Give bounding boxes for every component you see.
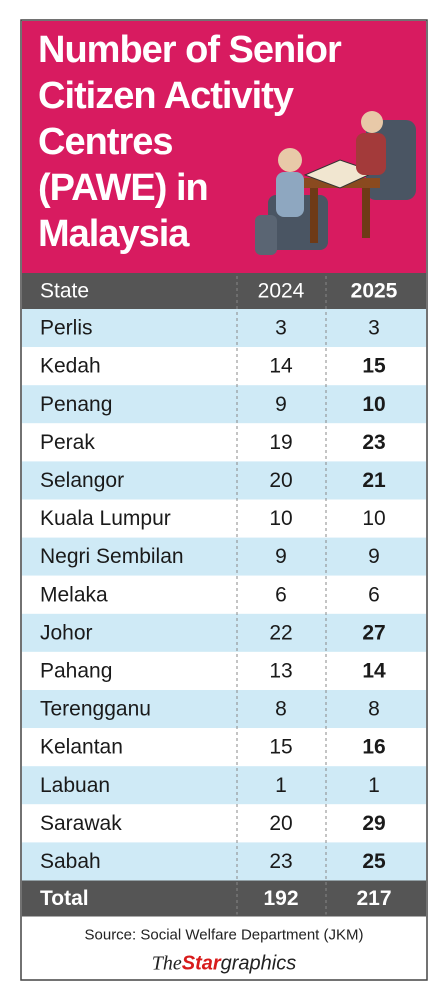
count: 16 [362, 736, 385, 759]
count: 25 [362, 850, 386, 873]
total-cell: Total [40, 887, 89, 910]
count: 15 [269, 736, 292, 759]
count: 6 [368, 583, 380, 606]
count: 21 [362, 469, 386, 492]
state-name: Kelantan [40, 736, 123, 759]
state-name: Perlis [40, 317, 93, 340]
title-line: (PAWE) in [38, 167, 208, 209]
illustration [255, 111, 416, 255]
column-header: 2024 [258, 280, 305, 303]
state-name: Negri Sembilan [40, 545, 184, 568]
table-row [22, 690, 426, 729]
count: 6 [275, 583, 287, 606]
state-name: Kedah [40, 355, 101, 378]
logo-brand: Star [182, 953, 222, 975]
table-row [22, 804, 426, 843]
count: 3 [368, 317, 380, 340]
table-row [22, 613, 426, 652]
count: 20 [269, 812, 292, 835]
count: 3 [275, 317, 287, 340]
table-row [22, 766, 426, 805]
state-name: Melaka [40, 583, 108, 606]
player-body [276, 172, 304, 217]
state-name: Sarawak [40, 812, 122, 835]
state-name: Perak [40, 431, 95, 454]
table-row [22, 842, 426, 881]
count: 10 [269, 507, 292, 530]
count: 8 [275, 698, 287, 721]
count: 10 [362, 393, 385, 416]
logo: TheStargraphics [152, 952, 297, 975]
title-line: Malaysia [38, 213, 190, 255]
source: Source: Social Welfare Department (JKM) [85, 926, 364, 943]
table-row [22, 537, 426, 576]
table-header-row [22, 273, 426, 309]
table-row [22, 309, 426, 348]
chair-arm [255, 215, 277, 255]
count: 15 [362, 355, 386, 378]
state-name: Labuan [40, 774, 110, 797]
count: 9 [368, 545, 380, 568]
state-name: Terengganu [40, 698, 151, 721]
count: 29 [362, 812, 385, 835]
count: 14 [269, 355, 293, 378]
title-line: Citizen Activity [38, 75, 294, 117]
frame [20, 19, 428, 981]
total-cell: 192 [263, 887, 298, 910]
table-leg [310, 188, 318, 243]
table-row [22, 575, 426, 614]
logo-prefix: The [152, 952, 182, 974]
column-header: State [40, 280, 89, 303]
state-name: Penang [40, 393, 112, 416]
total-cell: 217 [356, 887, 391, 910]
count: 23 [362, 431, 385, 454]
table-leg [362, 188, 370, 238]
state-name: Pahang [40, 659, 112, 682]
count: 13 [269, 659, 292, 682]
count: 23 [269, 850, 292, 873]
player-body [356, 133, 386, 175]
count: 19 [269, 431, 292, 454]
table-row [22, 347, 426, 386]
table-row [22, 385, 426, 424]
count: 8 [368, 698, 380, 721]
table-row [22, 461, 426, 500]
total-row [22, 880, 426, 917]
column-header: 2025 [351, 280, 398, 303]
count: 14 [362, 659, 386, 682]
player-head [278, 148, 302, 172]
table-row [22, 423, 426, 462]
count: 20 [269, 469, 292, 492]
count: 1 [368, 774, 380, 797]
title-line: Centres [38, 121, 173, 163]
player-head [361, 111, 383, 133]
table-row [22, 728, 426, 767]
state-name: Selangor [40, 469, 124, 492]
count: 10 [362, 507, 385, 530]
count: 1 [275, 774, 287, 797]
state-name: Johor [40, 621, 93, 644]
state-name: Kuala Lumpur [40, 507, 171, 530]
logo-suffix: graphics [221, 953, 297, 975]
count: 9 [275, 545, 287, 568]
count: 27 [362, 621, 385, 644]
title-line: Number of Senior [38, 29, 342, 71]
count: 22 [269, 621, 292, 644]
table-row [22, 651, 426, 690]
table-row [22, 499, 426, 538]
state-name: Sabah [40, 850, 101, 873]
count: 9 [275, 393, 287, 416]
